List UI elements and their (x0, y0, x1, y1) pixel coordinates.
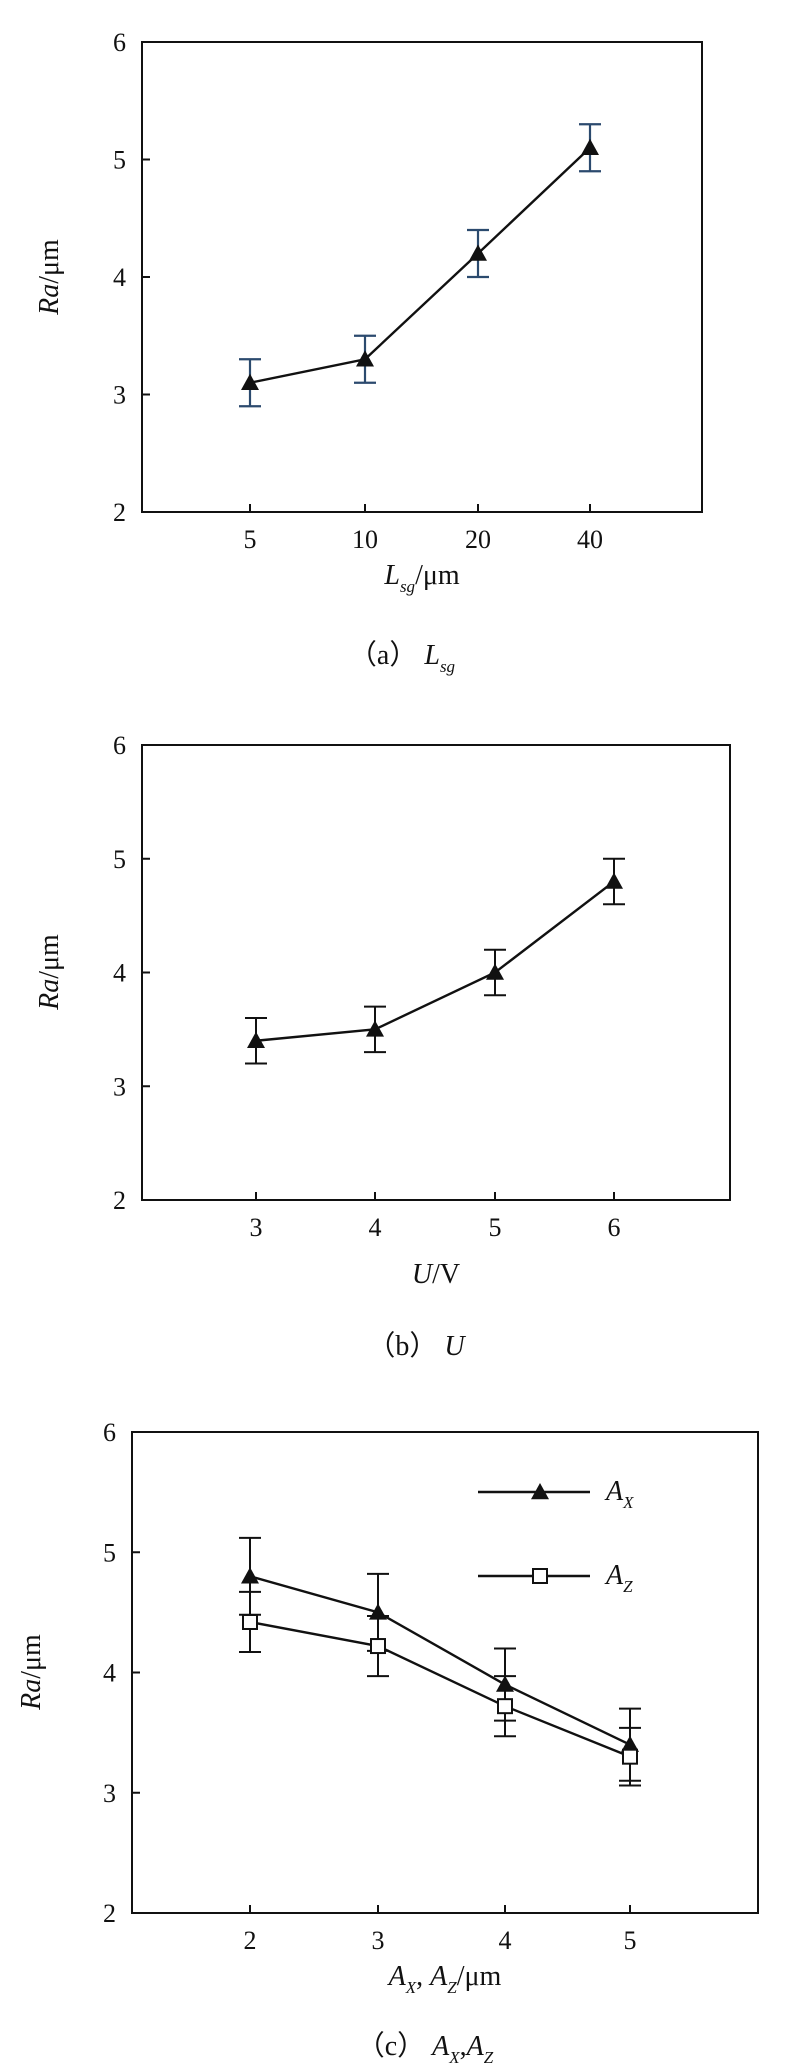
panel-caption: （b） U (367, 1330, 466, 1362)
legend: AX AZ (478, 1476, 634, 1596)
data-point-square (622, 1748, 638, 1765)
y-tick-label: 5 (113, 146, 126, 175)
panel-caption: （a） Lsg (349, 639, 455, 676)
legend-label: AZ (604, 1560, 633, 1596)
x-tick-label: 3 (250, 1213, 263, 1242)
data-point-triangle (241, 1567, 259, 1584)
plot-frame (141, 744, 731, 1201)
x-axis-label: U/V (412, 1259, 460, 1290)
x-tick-label: 2 (244, 1926, 257, 1955)
data-point-triangle (366, 1020, 384, 1037)
data-point-triangle (581, 138, 599, 155)
data-point-triangle (605, 872, 623, 889)
chart-panel-a: 2 3 4 5 6 5 10 20 40 Lsg/μm Ra/μm （a） Lsg (34, 28, 703, 676)
data-point-triangle (469, 244, 487, 261)
x-tick-label: 5 (244, 525, 257, 554)
x-axis-label: AX, AZ/μm (387, 1961, 502, 1997)
y-tick-label: 3 (103, 1779, 116, 1808)
x-tick-label: 6 (608, 1213, 621, 1242)
y-tick-label: 2 (103, 1899, 116, 1928)
y-tick-label: 4 (103, 1659, 116, 1688)
y-tick-label: 5 (113, 845, 126, 874)
y-tick-label: 2 (113, 1186, 126, 1215)
plot-frame (131, 1431, 759, 1914)
y-tick-label: 6 (113, 731, 126, 760)
x-tick-label: 20 (465, 525, 491, 554)
legend-marker-triangle (531, 1483, 549, 1500)
y-axis-label: Ra/μm (16, 1634, 47, 1711)
panel-caption: （c） AX,AZ (357, 2030, 494, 2067)
plot-frame (141, 41, 703, 513)
y-tick-label: 3 (113, 1072, 126, 1101)
x-tick-label: 5 (489, 1213, 502, 1242)
data-point-triangle (241, 373, 259, 390)
y-tick-label: 4 (113, 263, 126, 292)
data-point-square (370, 1638, 386, 1655)
series-line-1 (249, 1575, 631, 1746)
x-tick-label: 40 (577, 525, 603, 554)
legend-label: AX (604, 1476, 634, 1512)
series-line-2 (249, 1620, 631, 1758)
data-point-square (497, 1698, 513, 1715)
chart-panel-b: 2 3 4 5 6 3 4 5 6 U/V Ra/μm （b） U (34, 731, 731, 1362)
x-tick-label: 5 (624, 1926, 637, 1955)
series-line-1 (255, 880, 615, 1042)
y-tick-label: 6 (113, 28, 126, 57)
y-axis-label: Ra/μm (34, 934, 65, 1011)
legend-marker-square (532, 1568, 548, 1584)
x-axis-label: Lsg/μm (383, 560, 459, 596)
series-line-1 (249, 146, 591, 384)
x-tick-label: 4 (369, 1213, 382, 1242)
data-point-square (242, 1613, 258, 1630)
data-point-triangle (356, 350, 374, 367)
data-point-triangle (247, 1031, 265, 1048)
y-tick-label: 2 (113, 498, 126, 527)
y-axis-label: Ra/μm (34, 239, 65, 316)
x-tick-label: 4 (499, 1926, 512, 1955)
y-tick-label: 6 (103, 1418, 116, 1447)
y-tick-label: 5 (103, 1538, 116, 1567)
y-tick-label: 4 (113, 959, 126, 988)
y-tick-label: 3 (113, 381, 126, 410)
x-tick-label: 10 (352, 525, 378, 554)
x-tick-label: 3 (372, 1926, 385, 1955)
data-point-triangle (486, 963, 504, 980)
chart-panel-c: 2 3 4 5 6 2 3 4 5 AX AZ AX, AZ/μm Ra/μm （c） AX,AZ (16, 1418, 759, 2067)
